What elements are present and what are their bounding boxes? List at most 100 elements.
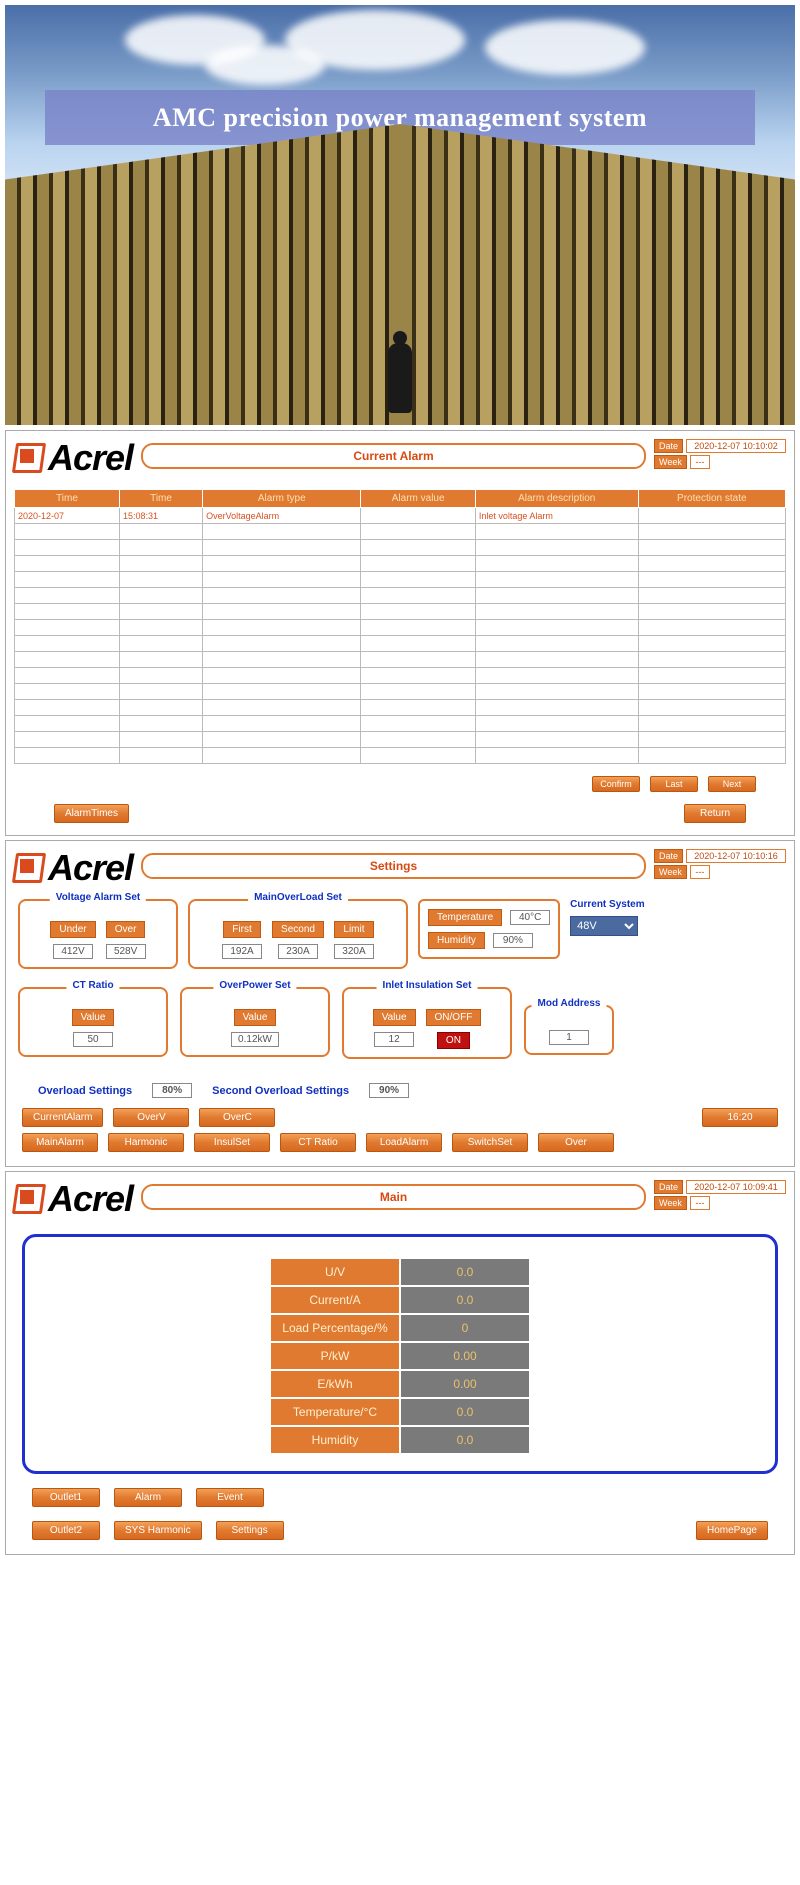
main-panel: Acrel Main Date2020-12-07 10:09:41 Week-…	[5, 1171, 795, 1555]
week-label: Week	[654, 455, 687, 469]
table-row	[15, 620, 786, 636]
date-value: 2020-12-07 10:09:41	[686, 1180, 786, 1194]
week-value: ---	[690, 455, 710, 469]
table-row	[15, 588, 786, 604]
ct-ratio-box: CT Ratio Value50	[18, 987, 168, 1057]
next-button[interactable]: Next	[708, 776, 756, 792]
table-row	[15, 748, 786, 764]
over-value[interactable]: 528V	[106, 944, 146, 959]
overload1-value[interactable]: 80%	[152, 1083, 192, 1098]
data-value: 0.00	[400, 1342, 530, 1370]
table-row	[15, 556, 786, 572]
logo-icon	[14, 853, 44, 883]
main-overload-box: MainOverLoad Set First192A Second230A Li…	[188, 899, 408, 969]
brand-logo: Acrel	[14, 437, 133, 479]
over-label: Over	[106, 921, 146, 938]
data-row: Humidity0.0	[270, 1426, 530, 1454]
table-header: Time	[15, 490, 120, 508]
harmonic-button[interactable]: Harmonic	[108, 1133, 184, 1152]
alarm-panel: Acrel Current Alarm Date2020-12-07 10:10…	[5, 430, 795, 836]
loadalarm-button[interactable]: LoadAlarm	[366, 1133, 442, 1152]
current-system-select[interactable]: 48V	[570, 916, 638, 936]
data-label: U/V	[270, 1258, 400, 1286]
table-header: Alarm value	[361, 490, 475, 508]
settings-panel: Acrel Settings Date2020-12-07 10:10:16 W…	[5, 840, 795, 1167]
data-row: P/kW0.00	[270, 1342, 530, 1370]
temp-humidity-box: Temperature40°C Humidity90%	[418, 899, 560, 959]
first-value[interactable]: 192A	[222, 944, 262, 959]
logo-icon	[14, 443, 44, 473]
alarm-table: TimeTimeAlarm typeAlarm valueAlarm descr…	[14, 489, 786, 764]
table-header-row: TimeTimeAlarm typeAlarm valueAlarm descr…	[15, 490, 786, 508]
insulation-onoff[interactable]: ON	[437, 1032, 470, 1049]
overload2-value[interactable]: 90%	[369, 1083, 409, 1098]
last-button[interactable]: Last	[650, 776, 698, 792]
insulation-value[interactable]: 12	[374, 1032, 414, 1047]
homepage-button[interactable]: HomePage	[696, 1521, 768, 1540]
hero-figure	[388, 343, 412, 413]
overc-button[interactable]: OverC	[199, 1108, 275, 1127]
data-label: E/kWh	[270, 1370, 400, 1398]
confirm-button[interactable]: Confirm	[592, 776, 640, 792]
table-header: Alarm description	[475, 490, 638, 508]
data-value: 0.00	[400, 1370, 530, 1398]
limit-value[interactable]: 320A	[334, 944, 374, 959]
mod-address-value[interactable]: 1	[549, 1030, 589, 1045]
table-row	[15, 700, 786, 716]
under-value[interactable]: 412V	[53, 944, 93, 959]
humidity-value[interactable]: 90%	[493, 933, 533, 948]
table-row	[15, 668, 786, 684]
second-value[interactable]: 230A	[278, 944, 318, 959]
ct-ratio-button[interactable]: CT Ratio	[280, 1133, 356, 1152]
overpower-box: OverPower Set Value0.12kW	[180, 987, 330, 1057]
alarm-times-button[interactable]: AlarmTimes	[54, 804, 129, 823]
overv-button[interactable]: OverV	[113, 1108, 189, 1127]
table-row	[15, 524, 786, 540]
settings-button[interactable]: Settings	[216, 1521, 284, 1540]
table-header: Time	[119, 490, 202, 508]
data-value: 0	[400, 1314, 530, 1342]
logo-icon	[14, 1184, 44, 1214]
table-row	[15, 540, 786, 556]
data-label: Temperature/°C	[270, 1398, 400, 1426]
under-label: Under	[50, 921, 95, 938]
table-header: Alarm type	[203, 490, 361, 508]
insulset-button[interactable]: InsulSet	[194, 1133, 270, 1152]
overload-settings-row: Overload Settings 80% Second Overload Se…	[38, 1083, 782, 1098]
hero-banner: AMC precision power management system	[5, 5, 795, 425]
temperature-value[interactable]: 40°C	[510, 910, 550, 925]
return-button[interactable]: Return	[684, 804, 746, 823]
ct-ratio-value[interactable]: 50	[73, 1032, 113, 1047]
data-value: 0.0	[400, 1258, 530, 1286]
date-label: Date	[654, 439, 683, 453]
data-label: Load Percentage/%	[270, 1314, 400, 1342]
table-header: Protection state	[638, 490, 785, 508]
outlet2-button[interactable]: Outlet2	[32, 1521, 100, 1540]
overpower-value[interactable]: 0.12kW	[231, 1032, 279, 1047]
table-row	[15, 732, 786, 748]
data-row: Current/A0.0	[270, 1286, 530, 1314]
outlet1-button[interactable]: Outlet1	[32, 1488, 100, 1507]
main-data-table: U/V0.0Current/A0.0Load Percentage/%0P/kW…	[269, 1257, 531, 1455]
data-row: Load Percentage/%0	[270, 1314, 530, 1342]
table-row	[15, 652, 786, 668]
table-row	[15, 572, 786, 588]
panel-title: Settings	[141, 853, 646, 879]
data-row: Temperature/°C0.0	[270, 1398, 530, 1426]
event-button[interactable]: Event	[196, 1488, 264, 1507]
panel-title: Main	[141, 1184, 646, 1210]
mainalarm-button[interactable]: MainAlarm	[22, 1133, 98, 1152]
data-label: P/kW	[270, 1342, 400, 1370]
switchset-button[interactable]: SwitchSet	[452, 1133, 528, 1152]
voltage-alarm-box: Voltage Alarm Set Under412V Over528V	[18, 899, 178, 969]
16-20-button[interactable]: 16:20	[702, 1108, 778, 1127]
data-row: U/V0.0	[270, 1258, 530, 1286]
week-value: ---	[690, 1196, 710, 1210]
sys-harmonic-button[interactable]: SYS Harmonic	[114, 1521, 202, 1540]
over-button[interactable]: Over	[538, 1133, 614, 1152]
currentalarm-button[interactable]: CurrentAlarm	[22, 1108, 103, 1127]
table-row[interactable]: 2020-12-0715:08:31OverVoltageAlarmInlet …	[15, 508, 786, 524]
brand-logo: Acrel	[14, 847, 133, 889]
week-value: ---	[690, 865, 710, 879]
alarm-button[interactable]: Alarm	[114, 1488, 182, 1507]
